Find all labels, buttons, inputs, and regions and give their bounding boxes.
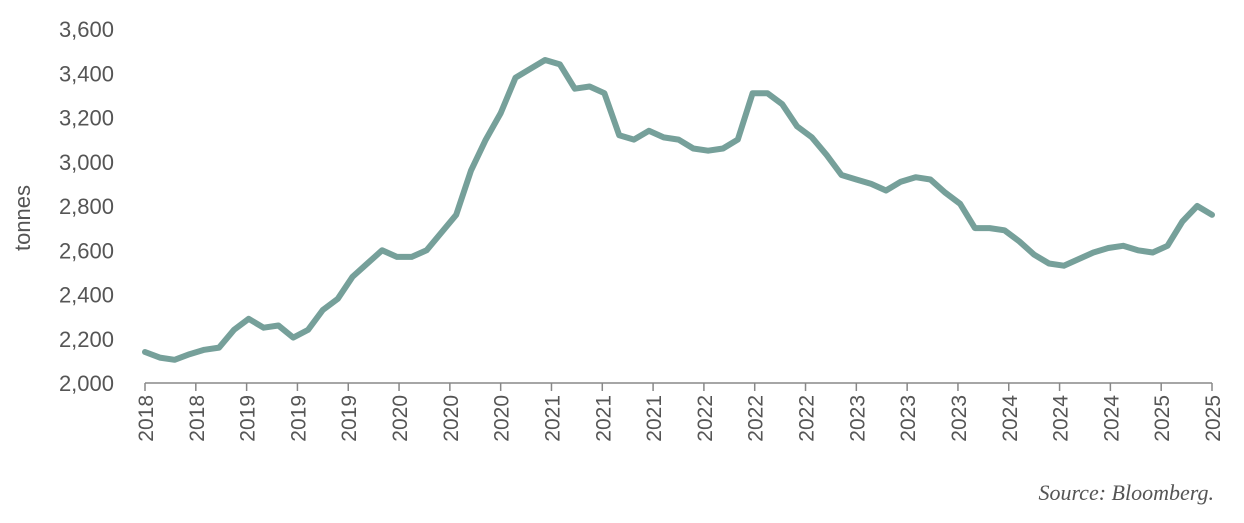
y-axis-label: tonnes <box>10 185 35 251</box>
x-tick-label: 2024 <box>1050 395 1073 442</box>
x-tick-label: 2018 <box>186 395 209 442</box>
x-tick-label: 2023 <box>897 395 920 442</box>
series-line <box>142 57 1215 363</box>
x-tick-label: 2020 <box>389 395 412 442</box>
x-tick-label: 2022 <box>694 395 717 442</box>
x-tick-label: 2022 <box>796 395 819 442</box>
x-tick-label: 2024 <box>1100 395 1123 442</box>
x-tick-label: 2019 <box>338 395 361 442</box>
x-tick-label: 2023 <box>948 395 971 442</box>
y-tick-label: 3,400 <box>59 61 114 86</box>
x-tick-label: 2025 <box>1202 395 1225 442</box>
x-tick-label: 2021 <box>643 395 666 442</box>
x-axis: 2018 2018 2019 2019 2019 2020 2020 2020 2021 2021… <box>135 382 1225 442</box>
x-tick-label: 2020 <box>491 395 514 442</box>
x-tick-label: 2018 <box>135 395 158 442</box>
source-note: Source: Bloomberg. <box>1038 480 1214 505</box>
x-tick-label: 2024 <box>999 395 1022 442</box>
y-tick-label: 3,000 <box>59 150 114 175</box>
x-tick-label: 2022 <box>745 395 768 442</box>
y-tick-label: 2,000 <box>59 371 114 396</box>
x-tick-label: 2020 <box>440 395 463 442</box>
y-tick-label: 3,200 <box>59 106 114 131</box>
y-tick-label: 2,800 <box>59 194 114 219</box>
y-axis: 2,000 2,200 2,400 2,600 2,800 3,000 3,200 3,400… <box>59 17 114 396</box>
x-tick-label: 2023 <box>846 395 869 442</box>
x-tick-label: 2019 <box>237 395 260 442</box>
y-tick-label: 2,400 <box>59 283 114 308</box>
x-tick-label: 2021 <box>592 395 615 442</box>
x-tick-label: 2025 <box>1151 395 1174 442</box>
y-tick-label: 2,200 <box>59 327 114 352</box>
y-tick-label: 2,600 <box>59 238 114 263</box>
y-tick-label: 3,600 <box>59 17 114 42</box>
x-tick-label: 2021 <box>541 395 564 442</box>
x-tick-label: 2019 <box>287 395 310 442</box>
